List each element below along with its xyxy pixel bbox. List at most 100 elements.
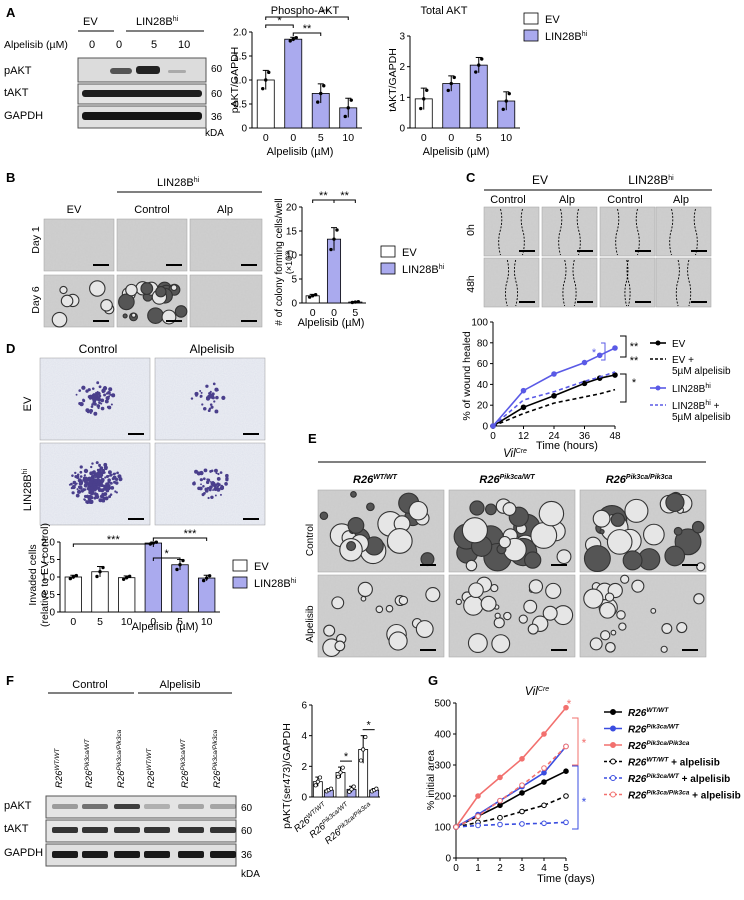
band xyxy=(52,827,78,833)
legend-marker xyxy=(610,725,616,732)
data-point xyxy=(612,345,618,351)
data-point xyxy=(101,565,105,570)
data-point xyxy=(315,779,320,784)
organoid xyxy=(415,620,434,638)
invaded-cell xyxy=(68,483,71,486)
y-tick-label: 400 xyxy=(434,730,451,741)
c-row-label: 0h xyxy=(465,224,477,236)
y-tick-label: 0 xyxy=(482,422,488,433)
invaded-cell xyxy=(96,404,101,408)
data-point xyxy=(581,380,588,387)
c-header-ev: EV xyxy=(532,173,548,187)
organoid xyxy=(469,500,485,516)
invaded-cell xyxy=(85,389,89,393)
data-point xyxy=(519,782,525,788)
g-title: VilCre xyxy=(525,684,550,698)
sig-mark: * xyxy=(567,697,572,711)
invaded-cell xyxy=(198,486,203,491)
svg-text:LIN28Bhi: LIN28Bhi xyxy=(672,383,711,395)
invaded-cell xyxy=(109,481,113,485)
sig-mark: * xyxy=(344,751,349,763)
lane-label: R26WT/WT xyxy=(146,748,157,788)
y-tick-label: 3 xyxy=(399,32,405,43)
invaded-cell xyxy=(103,492,108,497)
invaded-cell xyxy=(78,485,83,490)
data-point xyxy=(541,820,547,827)
chart-g: 0 100 200 300 400 500 0 1 2 3 4 5 * * * xyxy=(434,697,586,874)
data-point xyxy=(541,802,547,809)
a-kda: 60 xyxy=(211,64,223,75)
organoid xyxy=(155,286,167,298)
x-tick-label: 12 xyxy=(518,431,530,442)
data-point xyxy=(425,88,429,92)
invaded-cell xyxy=(98,464,101,468)
sig-mark: * xyxy=(632,377,637,389)
c-header-lin: LIN28Bhi xyxy=(628,173,674,187)
organoid xyxy=(518,614,528,624)
organoid xyxy=(493,617,505,629)
invaded-cell xyxy=(215,472,218,475)
y-tick-label: 20 xyxy=(286,203,298,214)
data-point xyxy=(310,294,315,298)
invaded-cell xyxy=(119,478,122,482)
x-tick-label: 4 xyxy=(541,863,547,874)
x-tick-label: 5 xyxy=(476,132,482,144)
legend-marker xyxy=(610,709,616,715)
data-point xyxy=(581,359,588,366)
svg-text:EV +: EV + xyxy=(672,355,694,366)
invaded-cell xyxy=(104,476,107,479)
svg-text:5µM alpelisib: 5µM alpelisib xyxy=(672,412,731,423)
e-col-label: R26WT/WT xyxy=(353,474,398,486)
organoid xyxy=(542,605,558,621)
data-point xyxy=(343,114,347,119)
invaded-cell xyxy=(190,397,194,400)
sig-mark: ** xyxy=(340,190,349,202)
data-point xyxy=(497,814,503,821)
organoid xyxy=(118,293,135,311)
data-point xyxy=(504,99,508,103)
y-tick-label: 500 xyxy=(434,699,451,710)
invaded-cell xyxy=(107,475,110,478)
y-tick-label: 2 xyxy=(301,762,307,773)
y-tick-label: 80 xyxy=(477,338,489,349)
data-point xyxy=(95,574,99,579)
organoid xyxy=(605,641,616,653)
invaded-cell xyxy=(114,472,117,475)
panel-label-e: E xyxy=(308,431,317,446)
y-tick-label: 0.5 xyxy=(233,100,247,111)
a-kda-unit: kDA xyxy=(205,128,224,139)
sig-mark: ** xyxy=(630,341,639,353)
data-point xyxy=(261,86,265,91)
x-tick-label: R26Pik3ca/Pik3ca xyxy=(323,801,375,847)
invaded-cell xyxy=(104,496,109,501)
invaded-cell xyxy=(199,394,203,398)
series-line xyxy=(455,821,567,828)
invaded-cell xyxy=(205,384,209,388)
x-tick-label: 3 xyxy=(519,863,525,874)
g-xlabel: Time (days) xyxy=(537,873,595,885)
organoid xyxy=(538,500,565,527)
x-tick-label: 0 xyxy=(70,616,76,628)
invaded-cell xyxy=(89,483,93,487)
organoid xyxy=(527,623,539,635)
invaded-cell xyxy=(79,470,83,474)
invaded-cell xyxy=(87,494,93,500)
sig-mark: * xyxy=(165,548,170,560)
y-tick-label: 15 xyxy=(286,227,298,238)
b-col-label: EV xyxy=(67,204,82,216)
a-total-xlabel: Alpelisib (µM) xyxy=(423,146,490,158)
invaded-cell xyxy=(196,471,201,476)
band xyxy=(178,851,204,858)
c-xlabel: Time (hours) xyxy=(536,440,598,452)
invaded-cell xyxy=(82,399,86,403)
f-band-label: GAPDH xyxy=(4,847,43,859)
y-tick-label: 2.0 xyxy=(41,538,55,549)
d-col-label: Alpelisib xyxy=(190,342,235,356)
y-tick-label: 0 xyxy=(49,608,55,619)
data-point xyxy=(353,300,358,304)
sig-mark: * xyxy=(592,347,597,359)
data-point xyxy=(520,387,527,394)
invaded-cell xyxy=(100,402,103,405)
data-point xyxy=(519,756,525,762)
series-line xyxy=(492,371,616,427)
